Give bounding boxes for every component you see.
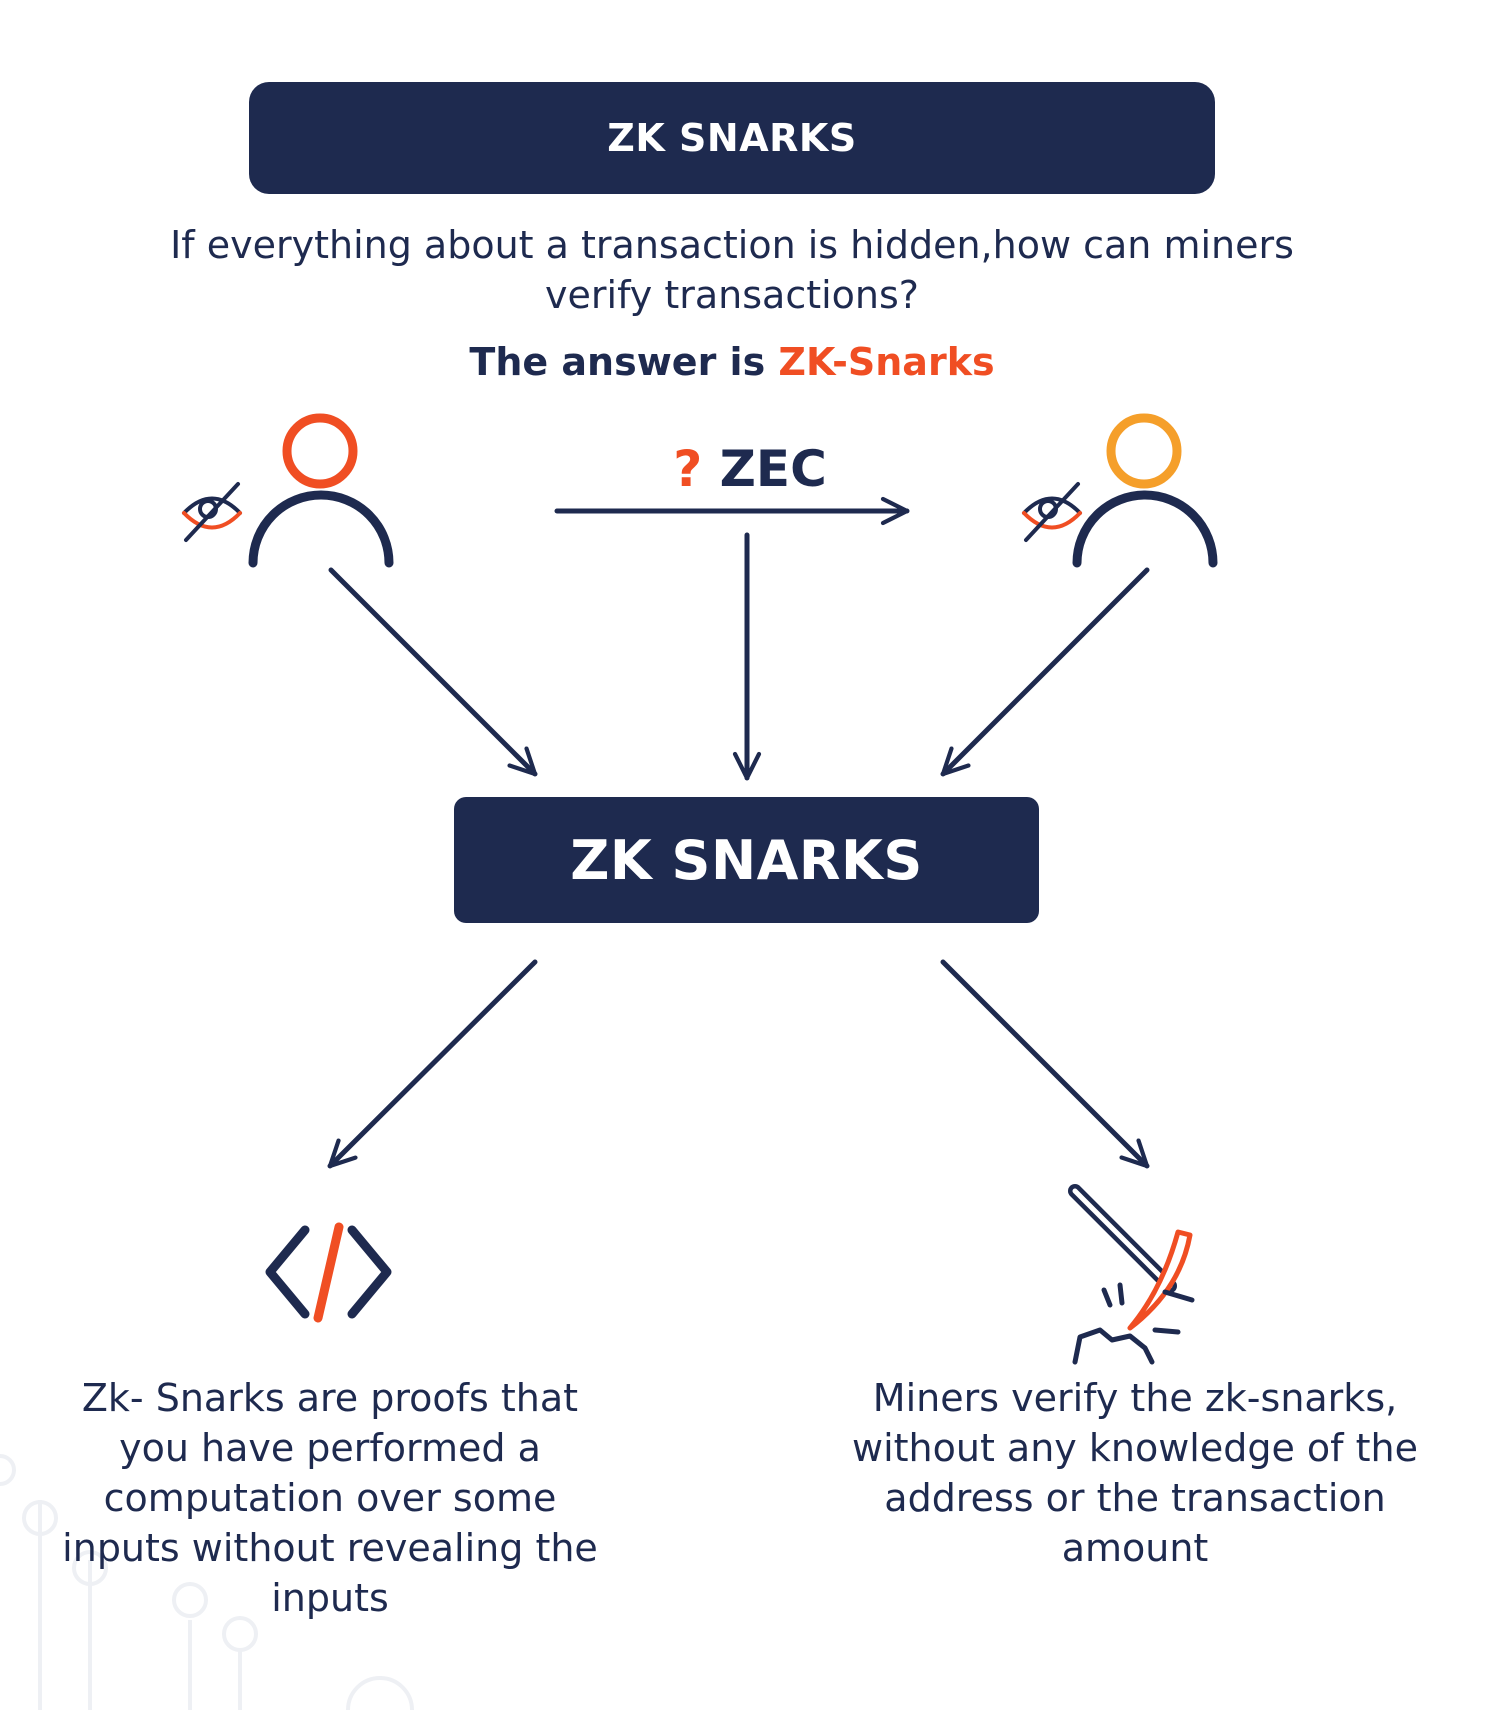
intro-question: If everything about a transaction is hid…: [170, 223, 1294, 317]
zksnarks-to-miners-arrow: [940, 959, 1150, 1169]
answer-highlight: ZK-Snarks: [778, 340, 995, 384]
code-icon: [265, 1222, 392, 1323]
sender-hidden-eye-icon: [182, 482, 242, 542]
title-banner: ZK SNARKS: [249, 82, 1215, 194]
receiver-to-zksnarks-arrow: [940, 567, 1150, 777]
miners-description: Miners verify the zk-snarks, without any…: [852, 1376, 1418, 1570]
sender-person-icon: [248, 413, 394, 568]
question-mark: ?: [673, 440, 703, 498]
intro-answer: The answer is ZK-Snarks: [150, 340, 1314, 384]
zk-snarks-label: ZK SNARKS: [570, 828, 923, 892]
pickaxe-icon: [1068, 1184, 1195, 1365]
page-title: ZK SNARKS: [607, 116, 857, 160]
zk-snarks-box: ZK SNARKS: [454, 797, 1039, 923]
currency-label: ZEC: [719, 440, 827, 498]
receiver-hidden-eye-icon: [1022, 482, 1082, 542]
sender-to-zksnarks-arrow: [328, 567, 538, 777]
zksnarks-to-proofs-arrow: [327, 959, 538, 1169]
receiver-person-icon: [1072, 413, 1218, 568]
proofs-description: Zk- Snarks are proofs that you have perf…: [62, 1376, 598, 1620]
background-circuit-decoration: [0, 1454, 414, 1710]
answer-prefix: The answer is: [469, 340, 766, 384]
transfer-label: ? ZEC: [600, 440, 900, 498]
